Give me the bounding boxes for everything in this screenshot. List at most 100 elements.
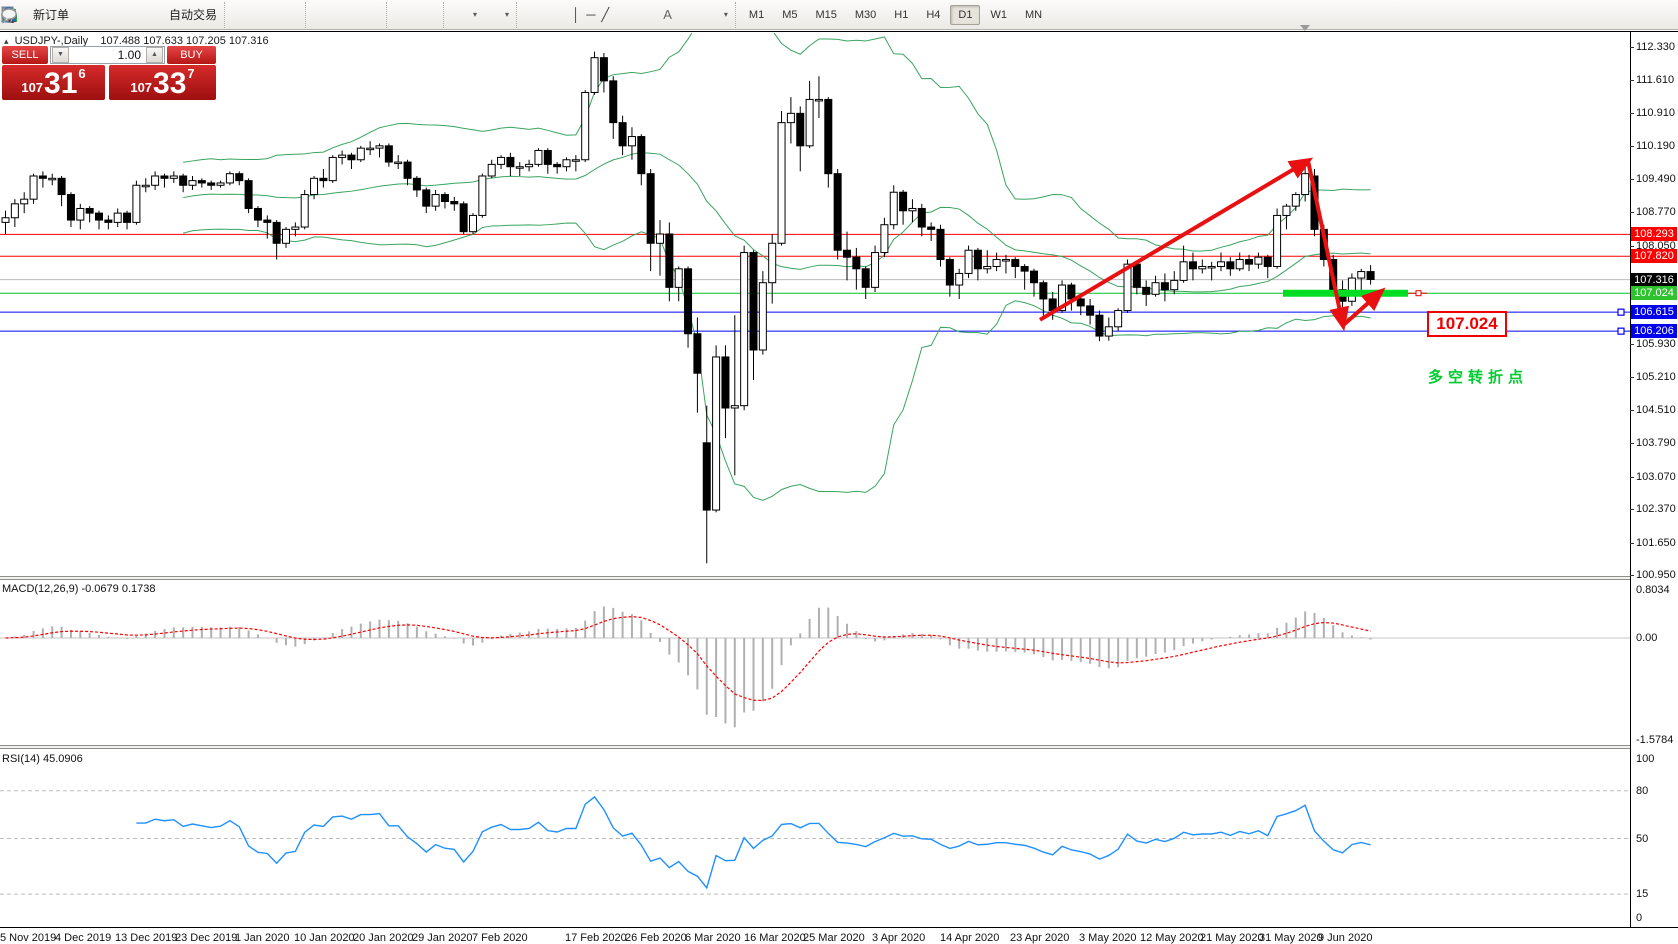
timeframe-button-w1[interactable]: W1 xyxy=(990,8,1007,21)
text-button[interactable]: A xyxy=(660,5,675,24)
new-chart-icon xyxy=(1,6,469,24)
buy-button[interactable]: BUY xyxy=(167,46,216,64)
horizontal-line-button[interactable]: ─ xyxy=(583,5,598,24)
scale-tick xyxy=(1630,409,1634,411)
sell-price-button[interactable]: 107 31 6 xyxy=(2,65,105,100)
vertical-line-button[interactable]: │ xyxy=(569,5,583,24)
autotrading-icon xyxy=(2,6,165,24)
price-tick-label: 109.490 xyxy=(1636,172,1676,185)
pane-splitter-macd[interactable] xyxy=(0,576,1630,580)
turning-point-label[interactable]: 多空转折点 xyxy=(1428,369,1529,386)
timeframe-button-h1[interactable]: H1 xyxy=(894,8,909,21)
timeframe-button-h4[interactable]: H4 xyxy=(926,8,941,21)
date-tick-label: 17 Feb 2020 xyxy=(565,932,627,944)
buy-price-head: 107 xyxy=(130,80,153,95)
fibonacci-button[interactable]: F xyxy=(2,4,660,26)
line-chart-button[interactable] xyxy=(1,4,301,26)
buy-price-sup: 7 xyxy=(187,66,195,81)
timeframe-button-m5[interactable]: M5 xyxy=(782,8,798,21)
scale-tick xyxy=(1630,476,1634,478)
rsi-scale-label: 15 xyxy=(1636,888,1649,901)
fibonacci-icon: F xyxy=(2,6,657,24)
chart-ohlc-values: 107.488 107.633 107.205 107.316 xyxy=(100,35,269,47)
rsi-pane[interactable] xyxy=(0,750,1630,926)
chart-title: ▴ USDJPY-,Daily 107.488 107.633 107.205 … xyxy=(4,35,269,47)
search-icon[interactable] xyxy=(2,6,1636,24)
timeframe-button-m30[interactable]: M30 xyxy=(854,8,877,21)
editor-button[interactable] xyxy=(2,4,96,26)
period-clock-icon xyxy=(1,6,501,24)
price-badge-107.820: 107.820 xyxy=(1631,249,1677,264)
shapes-button[interactable]: ▾ xyxy=(3,4,731,26)
toolbar-group-navigate xyxy=(2,1,443,28)
date-tick-label: 7 Feb 2020 xyxy=(472,932,528,944)
signals-button[interactable] xyxy=(1,4,144,26)
zoom-in-button[interactable] xyxy=(2,4,334,26)
date-tick-label: 4 Dec 2019 xyxy=(55,932,112,944)
date-tick-label: 25 Mar 2020 xyxy=(803,932,865,944)
volume-stepper[interactable]: ▼ 1.00 ▲ xyxy=(50,46,165,64)
text-label-button[interactable]: T xyxy=(1,4,699,26)
trendline-icon: ╱ xyxy=(601,6,610,22)
pane-splitter-rsi[interactable] xyxy=(0,745,1630,749)
timeframe-button-mn[interactable]: MN xyxy=(1024,8,1043,21)
chart-shift-button[interactable] xyxy=(2,4,439,26)
zoom-out-button[interactable] xyxy=(2,4,358,26)
price-callout-box[interactable]: 107.024 xyxy=(1427,311,1507,337)
window-splitter-grip[interactable] xyxy=(1300,25,1310,31)
shapes-icon xyxy=(3,6,720,24)
dropdown-arrow: ▾ xyxy=(723,10,728,19)
macd-scale-label: 0.00 xyxy=(1636,632,1658,644)
autotrading-button[interactable]: 自动交易 xyxy=(2,4,220,26)
toolbar-group-timeframes: M1 M5 M15 M30 H1 H4 D1 W1 MN xyxy=(734,1,1055,28)
chart-symbol-period: USDJPY-,Daily xyxy=(14,35,89,47)
editor-icon xyxy=(2,6,93,24)
scale-tick xyxy=(1630,575,1634,577)
price-tick-label: 105.930 xyxy=(1636,337,1676,350)
tile-windows-button[interactable] xyxy=(2,4,382,26)
volume-decrease-button[interactable]: ▼ xyxy=(52,47,69,63)
auto-scroll-button[interactable] xyxy=(2,4,415,26)
text-label-icon: T xyxy=(1,6,696,24)
timeframe-button-d1[interactable]: D1 xyxy=(950,4,981,25)
price-tick-label: 102.370 xyxy=(1636,503,1676,516)
new-chart-button[interactable]: ▾ xyxy=(1,4,480,26)
date-tick-label: 23 Apr 2020 xyxy=(1010,932,1070,944)
scale-tick xyxy=(1630,245,1634,247)
price-badge-106.615: 106.615 xyxy=(1631,305,1677,320)
toolbar-group-drawing: │ ─ ╱ E F A T xyxy=(1,1,735,28)
timeframe-button-m1[interactable]: M1 xyxy=(748,8,765,21)
volume-value[interactable]: 1.00 xyxy=(117,48,141,62)
tile-windows-icon xyxy=(2,6,379,24)
candlestick-chart-button[interactable] xyxy=(2,4,277,26)
autotrading-label: 自动交易 xyxy=(169,8,218,22)
price-chart-pane[interactable] xyxy=(0,33,1630,576)
macd-pane[interactable] xyxy=(0,581,1630,744)
trendline-button[interactable]: ╱ xyxy=(598,5,612,25)
equidistant-channel-button[interactable]: E xyxy=(1,4,636,26)
community-button[interactable] xyxy=(1,4,120,26)
dropdown-arrow: ▾ xyxy=(505,10,510,19)
dropdown-arrow: ▾ xyxy=(473,10,478,19)
sell-price-big: 31 xyxy=(44,67,78,100)
auto-scroll-icon xyxy=(2,6,412,24)
period-clock-button[interactable]: ▾ xyxy=(1,4,512,26)
timeframe-button-m15[interactable]: M15 xyxy=(815,8,837,21)
price-tick-label: 110.190 xyxy=(1636,140,1675,153)
rsi-scale-label: 50 xyxy=(1636,832,1649,845)
sell-button[interactable]: SELL xyxy=(2,46,48,64)
volume-increase-button[interactable]: ▲ xyxy=(146,47,163,63)
price-badge-106.206: 106.206 xyxy=(1631,324,1677,339)
new-order-label: 新订单 xyxy=(33,8,70,22)
chat-icon[interactable] xyxy=(1,6,1664,24)
price-tick-label: 105.210 xyxy=(1636,371,1676,384)
scale-tick xyxy=(1630,47,1634,48)
scale-tick xyxy=(1630,212,1634,214)
buy-price-button[interactable]: 107 33 7 xyxy=(109,65,216,100)
date-tick-label: 13 Dec 2019 xyxy=(115,932,178,944)
crosshair-button[interactable] xyxy=(2,4,569,26)
bar-chart-button[interactable] xyxy=(2,4,253,26)
one-click-trading-panel: SELL ▼ 1.00 ▲ BUY 107 31 6 107 33 7 xyxy=(2,46,216,100)
cursor-button[interactable] xyxy=(5,4,545,26)
price-scale-divider xyxy=(1630,32,1631,927)
